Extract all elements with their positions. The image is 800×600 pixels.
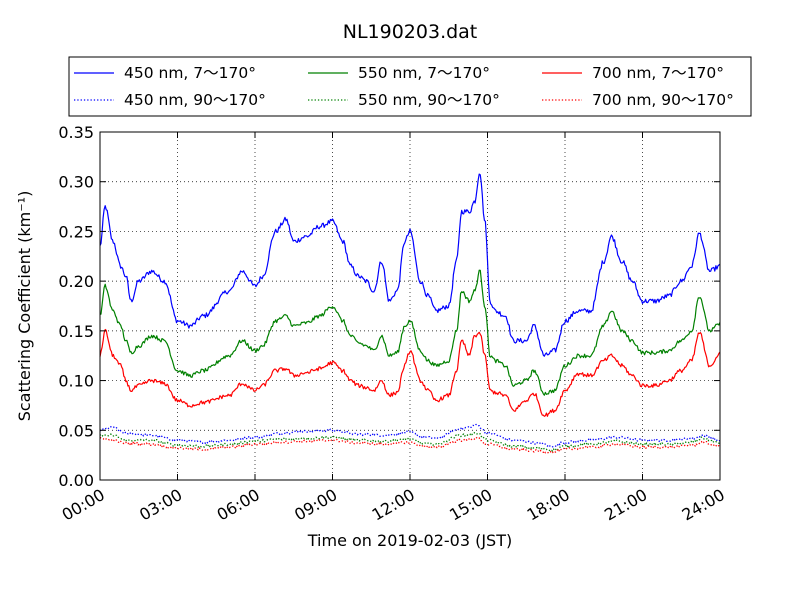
x-tick-label: 00:00 bbox=[59, 485, 108, 525]
legend-label: 450 nm, 7～170° bbox=[124, 64, 256, 82]
legend-label: 450 nm, 90～170° bbox=[124, 91, 266, 109]
x-tick-label: 12:00 bbox=[369, 485, 418, 525]
axis-ticks: 00:00 03:00 06:00 09:00 12:00 15:00 18:00 21:00… bbox=[58, 123, 728, 525]
y-tick-label: 0.35 bbox=[58, 123, 94, 142]
y-tick-label: 0.25 bbox=[58, 222, 94, 241]
series-line bbox=[99, 173, 721, 357]
x-axis-label: Time on 2019-02-03 (JST) bbox=[307, 531, 512, 550]
series-line bbox=[99, 328, 721, 417]
x-tick-label: 21:00 bbox=[601, 485, 650, 525]
x-tick-label: 03:00 bbox=[136, 485, 185, 525]
legend: 450 nm, 7～170° 550 nm, 7～170° 700 nm, 7～17… bbox=[68, 56, 752, 117]
legend-box bbox=[68, 56, 752, 117]
y-tick-label: 0.15 bbox=[58, 322, 94, 341]
chart-title: NL190203.dat bbox=[343, 21, 478, 43]
legend-label: 550 nm, 90～170° bbox=[358, 91, 500, 109]
series-line bbox=[99, 431, 721, 452]
series-line bbox=[99, 269, 721, 396]
x-tick-label: 06:00 bbox=[214, 485, 263, 525]
x-tick-label: 24:00 bbox=[679, 485, 728, 525]
x-tick-label: 15:00 bbox=[446, 485, 495, 525]
y-tick-label: 0.05 bbox=[58, 421, 94, 440]
grid bbox=[100, 132, 720, 480]
x-tick-label: 18:00 bbox=[524, 485, 573, 525]
x-tick-label: 09:00 bbox=[291, 485, 340, 525]
legend-label: 550 nm, 7～170° bbox=[358, 64, 490, 82]
y-tick-label: 0.20 bbox=[58, 272, 94, 291]
legend-label: 700 nm, 90～170° bbox=[592, 91, 734, 109]
y-tick-label: 0.10 bbox=[58, 372, 94, 391]
legend-label: 700 nm, 7～170° bbox=[592, 64, 724, 82]
y-tick-label: 0.30 bbox=[58, 173, 94, 192]
series-line bbox=[99, 423, 721, 448]
y-axis-label: Scattering Coefficient (km⁻¹) bbox=[15, 191, 34, 422]
y-tick-label: 0.00 bbox=[58, 471, 94, 490]
plot-lines bbox=[99, 173, 721, 454]
